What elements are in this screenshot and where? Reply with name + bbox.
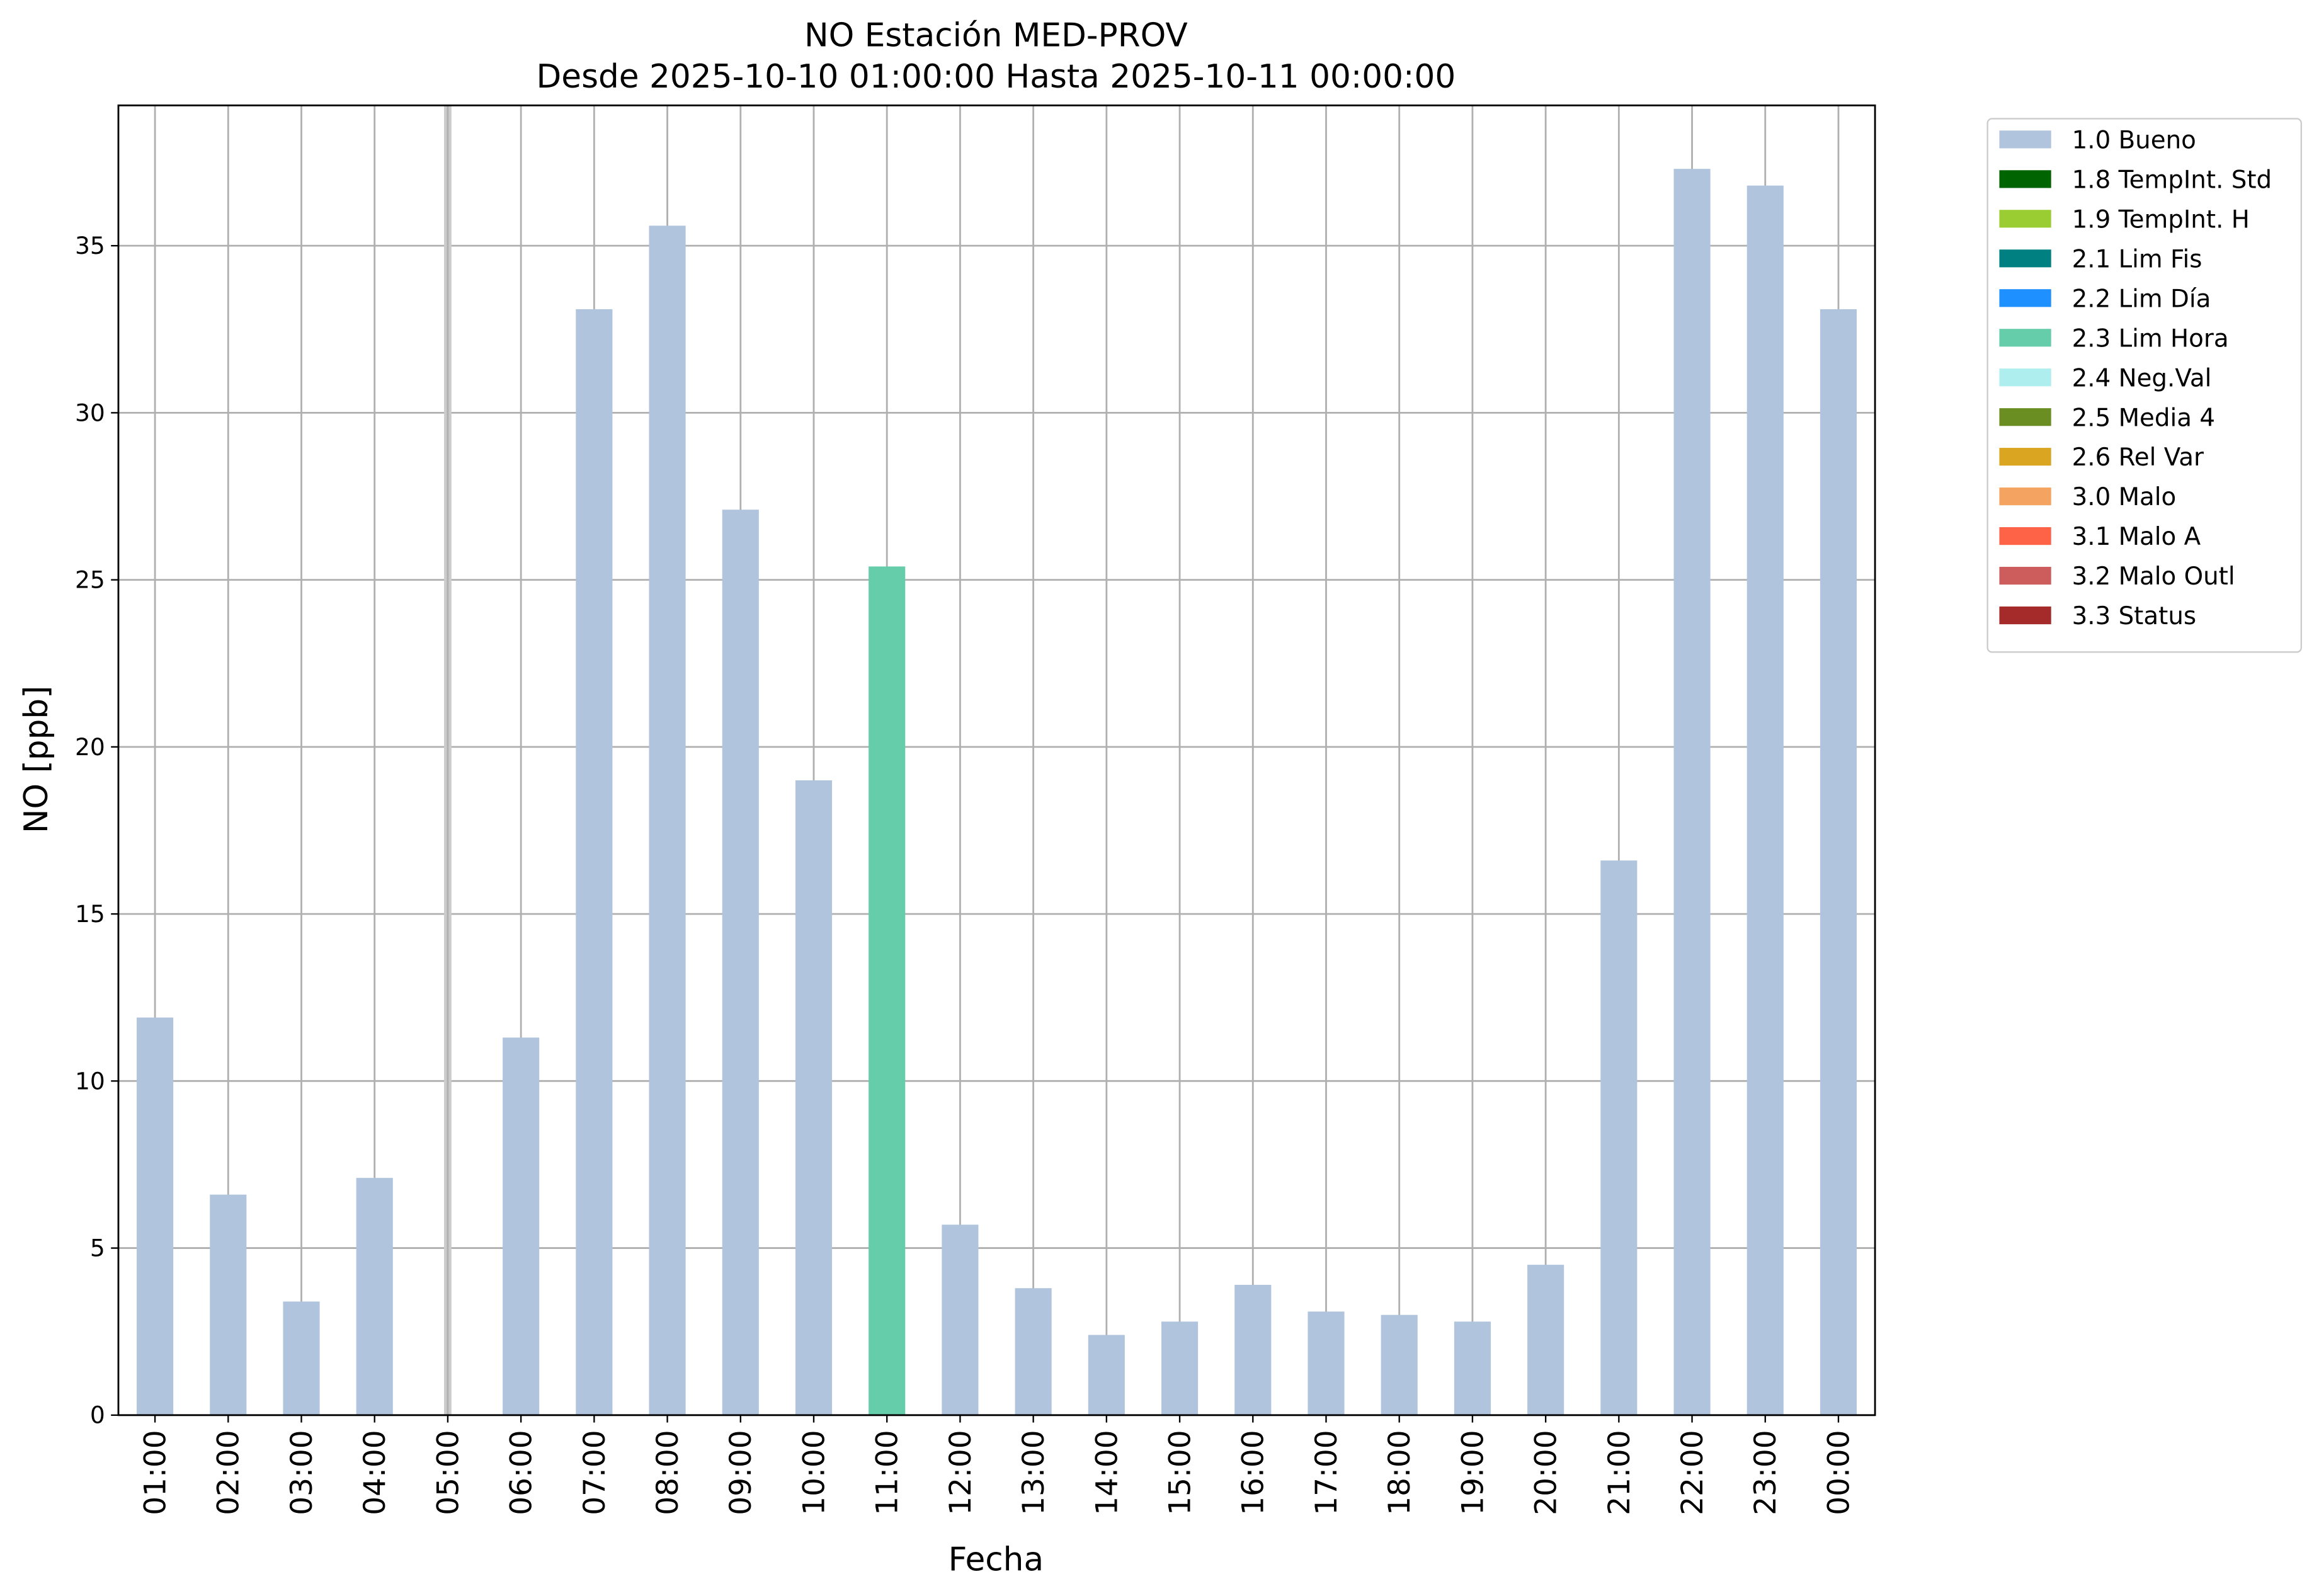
x-tick-label: 21:00	[1602, 1430, 1637, 1515]
legend-label: 3.3 Status	[2072, 602, 2197, 630]
y-tick-label: 0	[90, 1401, 105, 1429]
bar	[1161, 1321, 1199, 1415]
x-tick-label: 02:00	[212, 1430, 246, 1515]
bar	[356, 1178, 393, 1415]
bar	[942, 1224, 979, 1415]
bar	[1746, 185, 1784, 1415]
y-tick-label: 20	[75, 733, 105, 761]
bar	[1454, 1321, 1491, 1415]
bar	[576, 309, 613, 1415]
bar	[722, 510, 759, 1415]
bar	[649, 225, 686, 1415]
bar	[1381, 1314, 1418, 1415]
legend-swatch	[1999, 448, 2051, 466]
bar	[1015, 1288, 1052, 1415]
x-tick-label: 16:00	[1236, 1430, 1271, 1515]
x-tick-label: 18:00	[1382, 1430, 1417, 1515]
x-tick-label: 07:00	[578, 1430, 612, 1515]
bar	[1088, 1335, 1125, 1415]
x-tick-label: 20:00	[1529, 1430, 1564, 1515]
x-tick-label: 17:00	[1309, 1430, 1344, 1515]
bar	[1820, 309, 1857, 1415]
legend-swatch	[1999, 210, 2051, 228]
x-tick-label: 06:00	[504, 1430, 539, 1515]
bar	[1308, 1311, 1345, 1415]
legend-label: 2.1 Lim Fis	[2072, 245, 2202, 273]
legend-box	[1986, 118, 2302, 653]
legend-swatch	[1999, 249, 2051, 268]
chart-title: NO Estación MED-PROV	[804, 16, 1188, 54]
x-tick-label: 11:00	[870, 1430, 905, 1515]
x-tick-label: 03:00	[285, 1430, 319, 1515]
legend-label: 3.1 Malo A	[2072, 523, 2201, 551]
bar	[210, 1194, 247, 1415]
legend-label: 2.4 Neg.Val	[2072, 364, 2212, 392]
legend-swatch	[1999, 527, 2051, 545]
legend-label: 2.5 Media 4	[2072, 404, 2215, 432]
x-tick-label: 05:00	[431, 1430, 465, 1515]
chart-subtitle: Desde 2025-10-10 01:00:00 Hasta 2025-10-…	[536, 58, 1456, 96]
legend-swatch	[1999, 130, 2051, 149]
y-tick-label: 10	[75, 1067, 105, 1095]
bar	[1600, 860, 1638, 1415]
plot-frame	[117, 104, 1876, 1416]
x-tick-label: 15:00	[1163, 1430, 1198, 1515]
x-axis-title: Fecha	[949, 1541, 1044, 1579]
legend-swatch	[1999, 408, 2051, 426]
legend-swatch	[1999, 487, 2051, 506]
bar	[1234, 1284, 1272, 1415]
bar	[1527, 1265, 1564, 1415]
legend-swatch	[1999, 289, 2051, 307]
x-tick-label: 10:00	[797, 1430, 831, 1515]
y-tick-label: 15	[75, 900, 105, 928]
x-tick-label: 14:00	[1090, 1430, 1124, 1515]
bar	[503, 1037, 540, 1415]
x-tick-label: 19:00	[1456, 1430, 1490, 1515]
bar	[869, 566, 906, 1415]
legend-label: 2.3 Lim Hora	[2072, 324, 2229, 353]
legend-label: 3.0 Malo	[2072, 483, 2177, 511]
legend-swatch	[1999, 170, 2051, 188]
legend-label: 1.0 Bueno	[2072, 126, 2196, 154]
legend-label: 1.8 TempInt. Std	[2072, 166, 2272, 194]
legend-swatch	[1999, 566, 2051, 585]
x-tick-label: 23:00	[1748, 1430, 1783, 1515]
y-tick-label: 25	[75, 566, 105, 594]
legend-swatch	[1999, 368, 2051, 387]
y-tick-label: 30	[75, 399, 105, 426]
x-tick-label: 22:00	[1675, 1430, 1710, 1515]
y-tick-label: 35	[75, 232, 105, 259]
y-axis-title: NO [ppb]	[18, 686, 55, 834]
x-tick-label: 04:00	[358, 1430, 392, 1515]
bar	[137, 1017, 174, 1415]
bar	[283, 1301, 320, 1415]
legend-swatch	[1999, 329, 2051, 347]
x-tick-label: 00:00	[1821, 1430, 1856, 1515]
x-tick-label: 13:00	[1017, 1430, 1051, 1515]
y-tick-label: 5	[90, 1234, 105, 1262]
legend-label: 3.2 Malo Outl	[2072, 562, 2235, 591]
x-tick-label: 09:00	[724, 1430, 758, 1515]
legend-swatch	[1999, 606, 2051, 625]
x-tick-label: 01:00	[139, 1430, 173, 1515]
x-tick-label: 12:00	[943, 1430, 978, 1515]
bar	[795, 780, 833, 1415]
legend-label: 2.2 Lim Día	[2072, 285, 2211, 313]
legend-label: 1.9 TempInt. H	[2072, 205, 2250, 234]
bar	[1673, 169, 1711, 1415]
x-tick-label: 08:00	[651, 1430, 685, 1515]
legend-label: 2.6 Rel Var	[2072, 443, 2204, 472]
